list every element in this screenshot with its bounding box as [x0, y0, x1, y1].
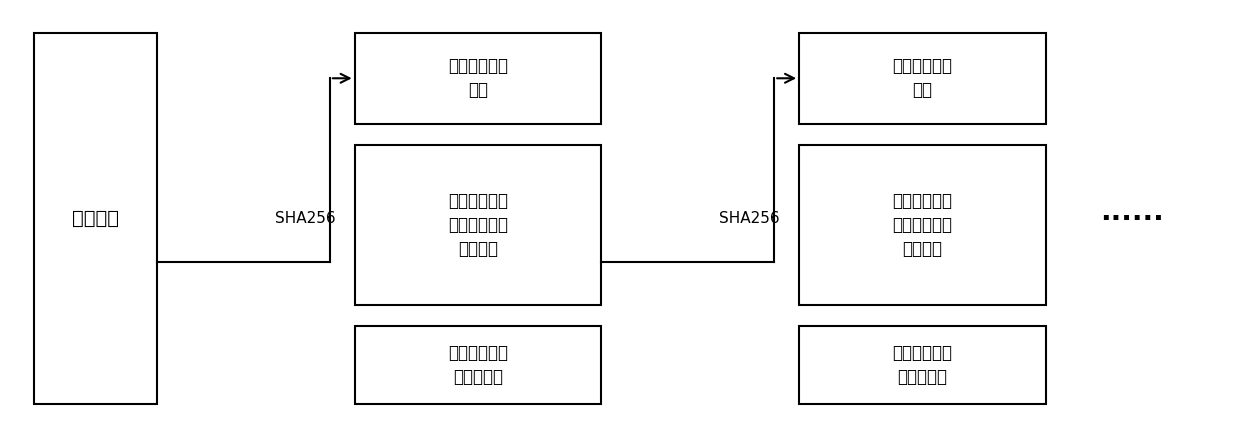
Text: 脱敏后的网络
设备资源探查
信息数据: 脱敏后的网络 设备资源探查 信息数据 — [893, 192, 952, 257]
Bar — [355, 33, 601, 124]
Bar — [799, 33, 1045, 124]
Bar — [799, 326, 1045, 404]
Text: 前一区块的哈
希值: 前一区块的哈 希值 — [448, 58, 508, 99]
Bar — [33, 33, 157, 404]
Text: 脱敏后的网络
设备资源探查
信息数据: 脱敏后的网络 设备资源探查 信息数据 — [448, 192, 508, 257]
Bar — [799, 145, 1045, 305]
Text: 创世区块: 创世区块 — [72, 209, 119, 228]
Text: 满足条件的随
机二进制数: 满足条件的随 机二进制数 — [448, 344, 508, 386]
Bar — [355, 326, 601, 404]
Text: ······: ······ — [1100, 205, 1164, 232]
Text: SHA256: SHA256 — [275, 211, 336, 226]
Text: 前一区块的哈
希值: 前一区块的哈 希值 — [893, 58, 952, 99]
Bar — [355, 145, 601, 305]
Text: SHA256: SHA256 — [719, 211, 780, 226]
Text: 满足条件的随
机二进制数: 满足条件的随 机二进制数 — [893, 344, 952, 386]
